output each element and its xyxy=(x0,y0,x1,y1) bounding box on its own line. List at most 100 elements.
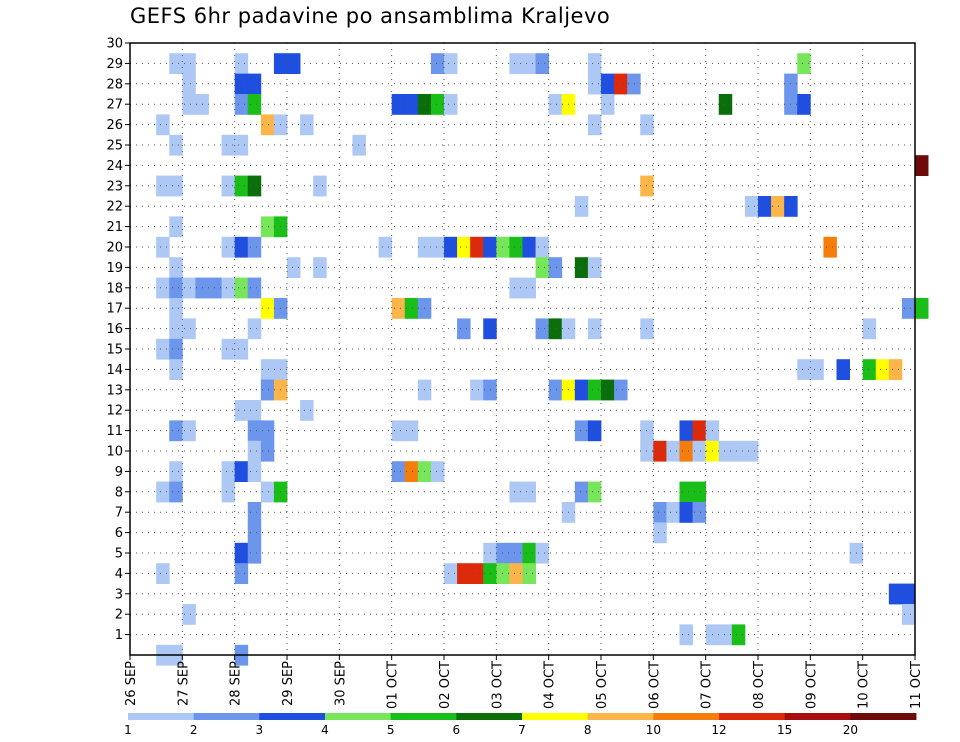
heatmap-cell xyxy=(391,461,406,482)
heatmap-cell xyxy=(548,257,563,278)
heatmap-cell xyxy=(574,379,589,401)
heatmap-cell xyxy=(797,53,811,74)
y-tick-label: 19 xyxy=(106,261,123,276)
heatmap-cell xyxy=(404,461,419,482)
y-tick-label: 18 xyxy=(106,281,123,296)
heatmap-cell xyxy=(862,359,877,380)
heatmap-cell xyxy=(247,318,262,340)
heatmap-cell xyxy=(208,277,222,299)
heatmap-cell xyxy=(404,94,419,115)
heatmap-cell xyxy=(823,236,837,258)
heatmap-cell xyxy=(679,420,693,442)
heatmap-cell xyxy=(260,481,275,503)
heatmap-cell xyxy=(587,257,602,278)
heatmap-cell xyxy=(692,420,707,442)
heatmap-cell xyxy=(548,94,563,115)
heatmap-cell xyxy=(444,236,458,258)
heatmap-cell xyxy=(496,236,510,258)
heatmap-cell xyxy=(718,624,733,646)
legend-swatch xyxy=(522,713,589,720)
heatmap-cell xyxy=(391,94,406,115)
heatmap-cell xyxy=(169,420,183,442)
heatmap-cell xyxy=(522,236,536,258)
legend-swatch xyxy=(784,713,851,720)
legend-label: 4 xyxy=(321,723,329,737)
heatmap-cell xyxy=(692,502,707,523)
heatmap-cell xyxy=(901,583,916,605)
heatmap-cell xyxy=(862,318,877,340)
heatmap-cell xyxy=(287,257,301,278)
heatmap-cell xyxy=(247,73,262,95)
heatmap-cell xyxy=(574,481,589,503)
x-tick-label: 02 OCT xyxy=(438,661,453,709)
heatmap-cell xyxy=(169,481,183,503)
x-tick-label: 09 OCT xyxy=(804,661,819,709)
heatmap-cell xyxy=(901,604,916,625)
y-tick-label: 5 xyxy=(115,547,123,562)
heatmap-cell xyxy=(915,298,929,319)
heatmap-cell xyxy=(287,53,301,74)
heatmap-cell xyxy=(234,134,249,156)
heatmap-cell xyxy=(247,522,262,544)
heatmap-cell xyxy=(771,196,785,217)
heatmap-cell xyxy=(169,298,183,319)
heatmap-cell xyxy=(169,318,183,340)
heatmap-cell xyxy=(601,94,615,115)
heatmap-cell xyxy=(221,236,236,258)
heatmap-cell xyxy=(234,338,249,360)
heatmap-cell xyxy=(731,440,746,462)
heatmap-cell xyxy=(692,440,707,462)
x-tick-label: 01 OCT xyxy=(386,661,401,709)
y-tick-label: 28 xyxy=(106,77,123,92)
heatmap-cell xyxy=(169,338,183,360)
heatmap-cell xyxy=(247,502,262,523)
legend-label: 8 xyxy=(584,723,592,737)
heatmap-cell xyxy=(601,73,615,95)
heatmap-cell xyxy=(260,298,275,319)
legend-swatch xyxy=(390,713,457,720)
heatmap-cell xyxy=(744,440,759,462)
heatmap-cell xyxy=(888,359,903,380)
heatmap-cell xyxy=(182,277,196,299)
y-tick-label: 23 xyxy=(106,179,123,194)
legend-label: 6 xyxy=(453,723,461,737)
x-tick-label: 05 OCT xyxy=(595,661,610,709)
heatmap-cell xyxy=(234,277,249,299)
heatmap-cell xyxy=(221,175,236,197)
legend-swatch xyxy=(325,713,392,720)
heatmap-cell xyxy=(182,73,196,95)
heatmap-cell xyxy=(260,440,275,462)
heatmap-cell xyxy=(457,563,471,584)
heatmap-cell xyxy=(483,542,497,564)
heatmap-cell xyxy=(221,277,236,299)
legend-label: 10 xyxy=(646,723,661,737)
heatmap-cell xyxy=(509,481,523,503)
heatmap-cell xyxy=(522,277,536,299)
heatmap-cell xyxy=(509,277,523,299)
heatmap-cell xyxy=(430,236,445,258)
heatmap-cell xyxy=(247,175,262,197)
heatmap-cell xyxy=(522,563,536,584)
heatmap-cell xyxy=(915,155,929,176)
heatmap-cell xyxy=(627,73,641,95)
heatmap-cell xyxy=(574,420,589,442)
heatmap-cell xyxy=(901,298,916,319)
x-tick-label: 06 OCT xyxy=(647,661,662,709)
heatmap-cell xyxy=(260,359,275,380)
heatmap-cell xyxy=(483,236,497,258)
heatmap-cell xyxy=(182,420,196,442)
heatmap-cell xyxy=(156,563,170,584)
heatmap-cell xyxy=(169,359,183,380)
heatmap-cell xyxy=(509,236,523,258)
y-tick-label: 11 xyxy=(106,424,123,439)
y-tick-label: 29 xyxy=(106,57,123,72)
y-tick-label: 25 xyxy=(106,139,123,154)
heatmap-cell xyxy=(300,400,314,421)
heatmap-cell xyxy=(156,175,170,197)
x-tick-label: 07 OCT xyxy=(700,661,715,709)
heatmap-cell xyxy=(614,73,628,95)
color-legend: 1 2 3 4 5 6 7 8 10 12 15 20 xyxy=(124,713,917,737)
heatmap-cell xyxy=(548,379,563,401)
heatmap-cell xyxy=(810,359,824,380)
heatmap-cell xyxy=(234,94,249,115)
